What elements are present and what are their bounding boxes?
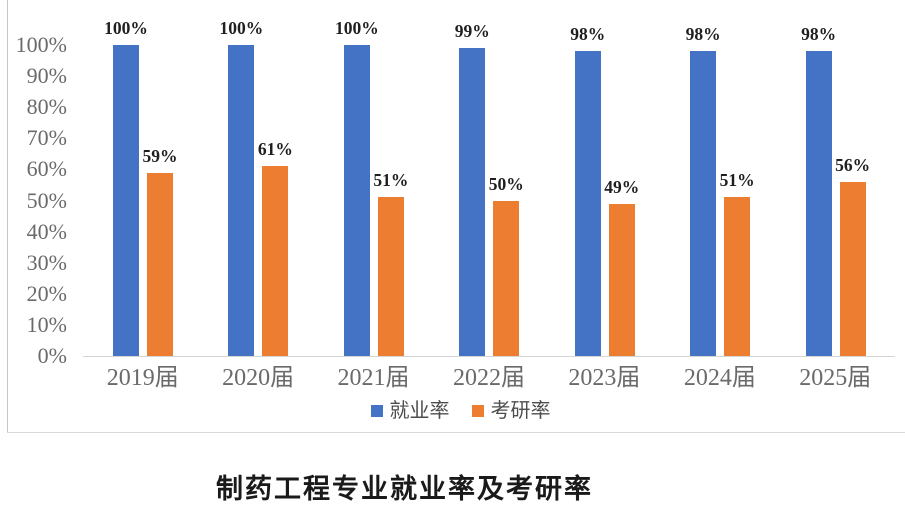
y-axis-tick-label: 40% [26, 218, 67, 244]
legend-item: 就业率 [370, 400, 450, 422]
bar-postgrad-rate [377, 197, 404, 356]
chart-title: 制药工程专业就业率及考研率 [216, 474, 593, 504]
y-axis-tick-label: 100% [15, 32, 67, 57]
data-label: 50% [488, 173, 524, 194]
data-label: 98% [801, 24, 837, 45]
y-axis-tick-label: 60% [26, 156, 67, 182]
legend: 就业率 考研率 [8, 401, 905, 421]
bar-postgrad-rate [493, 200, 520, 356]
plot-area: 100% 100% 100% 99% 98% 98% 98% 59% 61% 51% 50% 49% 5… [85, 19, 893, 356]
bar-employment-rate [113, 45, 139, 356]
bar-postgrad-rate [608, 203, 635, 356]
bar-employment-rate [574, 51, 601, 356]
data-label: 51% [373, 170, 409, 191]
x-axis-label: 2021届 [337, 365, 410, 391]
data-label: 100% [219, 18, 264, 38]
bar-postgrad-rate [147, 172, 173, 356]
y-axis-tick-label: 70% [26, 125, 67, 151]
bar-postgrad-rate [724, 197, 751, 356]
legend-swatch-postgrad-icon [471, 405, 484, 417]
x-axis-label: 2023届 [568, 365, 641, 391]
x-axis-label: 2019届 [106, 365, 179, 391]
data-label: 61% [257, 139, 293, 160]
x-axis-label: 2025届 [799, 365, 872, 391]
y-axis-tick-label: 10% [26, 311, 67, 337]
data-label: 98% [685, 24, 721, 45]
data-label: 49% [604, 176, 640, 197]
y-axis-tick-label: 0% [37, 343, 67, 368]
data-label: 98% [570, 24, 606, 45]
x-axis-line [83, 356, 895, 357]
bar-employment-rate [343, 45, 370, 356]
bar-employment-rate [228, 45, 255, 356]
legend-swatch-employment-icon [370, 405, 383, 417]
y-axis-tick-label: 20% [26, 280, 67, 306]
bar-employment-rate [805, 51, 832, 356]
frame-bottom-border [7, 432, 905, 433]
x-axis-label: 2024届 [683, 365, 756, 391]
y-axis-tick-label: 90% [26, 63, 67, 89]
bar-employment-rate [459, 48, 486, 356]
y-axis: 0% 10% 20% 30% 40% 50% 60% 70% 80% 90% 100% [0, 32, 67, 368]
legend-item: 考研率 [471, 400, 551, 422]
data-label: 100% [334, 18, 379, 38]
y-axis-tick-label: 30% [26, 249, 67, 275]
data-label: 59% [142, 145, 178, 166]
bar-postgrad-rate [839, 181, 866, 356]
x-axis-labels: 2019届 2020届 2021届 2022届 2023届 2024届 2025届 [85, 364, 893, 396]
data-label: 100% [104, 18, 148, 38]
y-axis-tick-label: 80% [26, 94, 67, 120]
data-label: 56% [835, 154, 871, 175]
bar-employment-rate [690, 51, 717, 356]
data-label: 51% [719, 170, 755, 191]
x-axis-label: 2022届 [452, 365, 525, 391]
x-axis-label: 2020届 [222, 365, 295, 391]
data-label: 99% [454, 21, 490, 42]
frame-left-border [7, 0, 8, 433]
legend-label: 考研率 [490, 400, 551, 422]
y-axis-tick-label: 50% [26, 187, 67, 213]
bar-postgrad-rate [262, 166, 289, 356]
legend-label: 就业率 [389, 400, 450, 422]
